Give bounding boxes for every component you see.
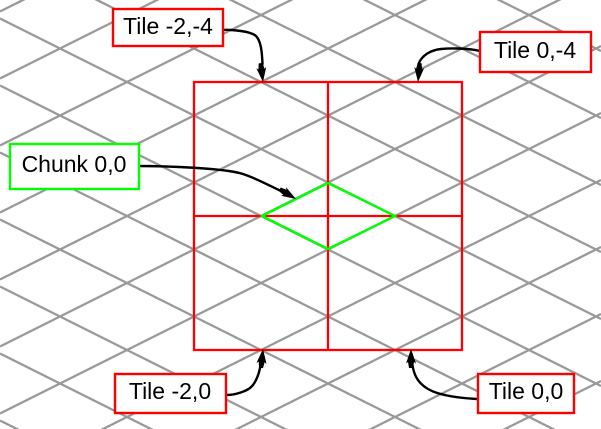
svg-text:Tile 0,0: Tile 0,0: [489, 378, 564, 404]
svg-text:Chunk 0,0: Chunk 0,0: [22, 151, 127, 177]
svg-text:Tile 0,-4: Tile 0,-4: [494, 37, 576, 63]
svg-text:Tile -2,-4: Tile -2,-4: [123, 13, 213, 39]
svg-text:Tile -2,0: Tile -2,0: [129, 378, 211, 404]
